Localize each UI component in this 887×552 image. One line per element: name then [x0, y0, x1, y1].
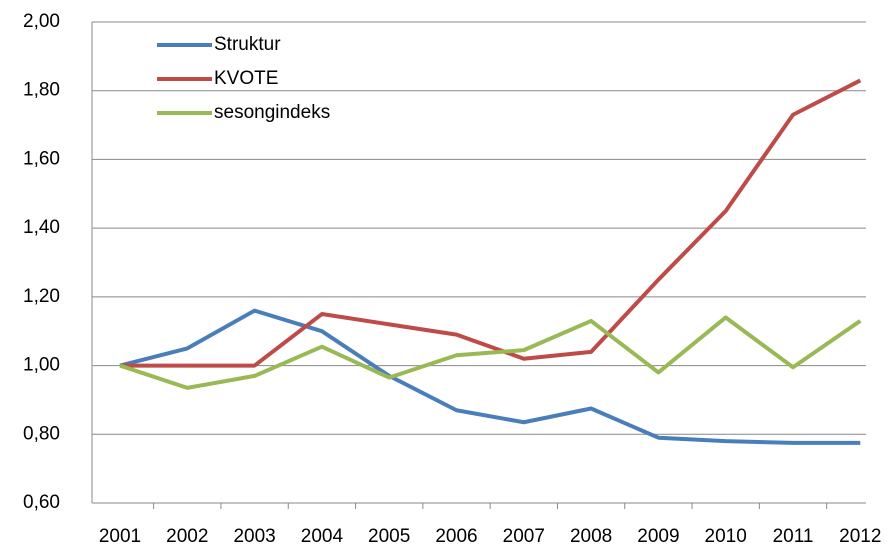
legend-label: Struktur — [214, 34, 281, 55]
x-tick-label: 2011 — [773, 526, 814, 547]
y-tick-label: 1,40 — [23, 217, 60, 238]
series-line — [120, 78, 862, 368]
series-line — [119, 308, 861, 445]
y-tick-label: 1,20 — [23, 286, 60, 307]
x-tick-label: 2012 — [839, 526, 881, 547]
y-tick-label: 0,80 — [23, 423, 60, 444]
y-tick-label: 1,60 — [23, 148, 60, 169]
x-tick-label: 2004 — [301, 526, 344, 547]
series-line — [119, 315, 862, 390]
x-tick-label: 2006 — [435, 526, 477, 547]
x-tick-label: 2005 — [368, 526, 410, 547]
x-tick-label: 2002 — [166, 526, 208, 547]
x-tick-label: 2010 — [705, 526, 747, 547]
x-tick-label: 2001 — [99, 526, 141, 547]
y-tick-label: 1,80 — [23, 80, 60, 101]
legend-label: sesongindeks — [214, 102, 330, 123]
x-tick-label: 2008 — [570, 526, 612, 547]
y-tick-label: 0,60 — [23, 492, 60, 513]
x-tick-label: 2003 — [233, 526, 275, 547]
x-tick-label: 2009 — [637, 526, 679, 547]
x-tick-label: 2007 — [503, 526, 545, 547]
legend-label: KVOTE — [214, 68, 278, 89]
y-tick-label: 1,00 — [23, 355, 60, 376]
y-tick-label: 2,00 — [23, 11, 60, 32]
